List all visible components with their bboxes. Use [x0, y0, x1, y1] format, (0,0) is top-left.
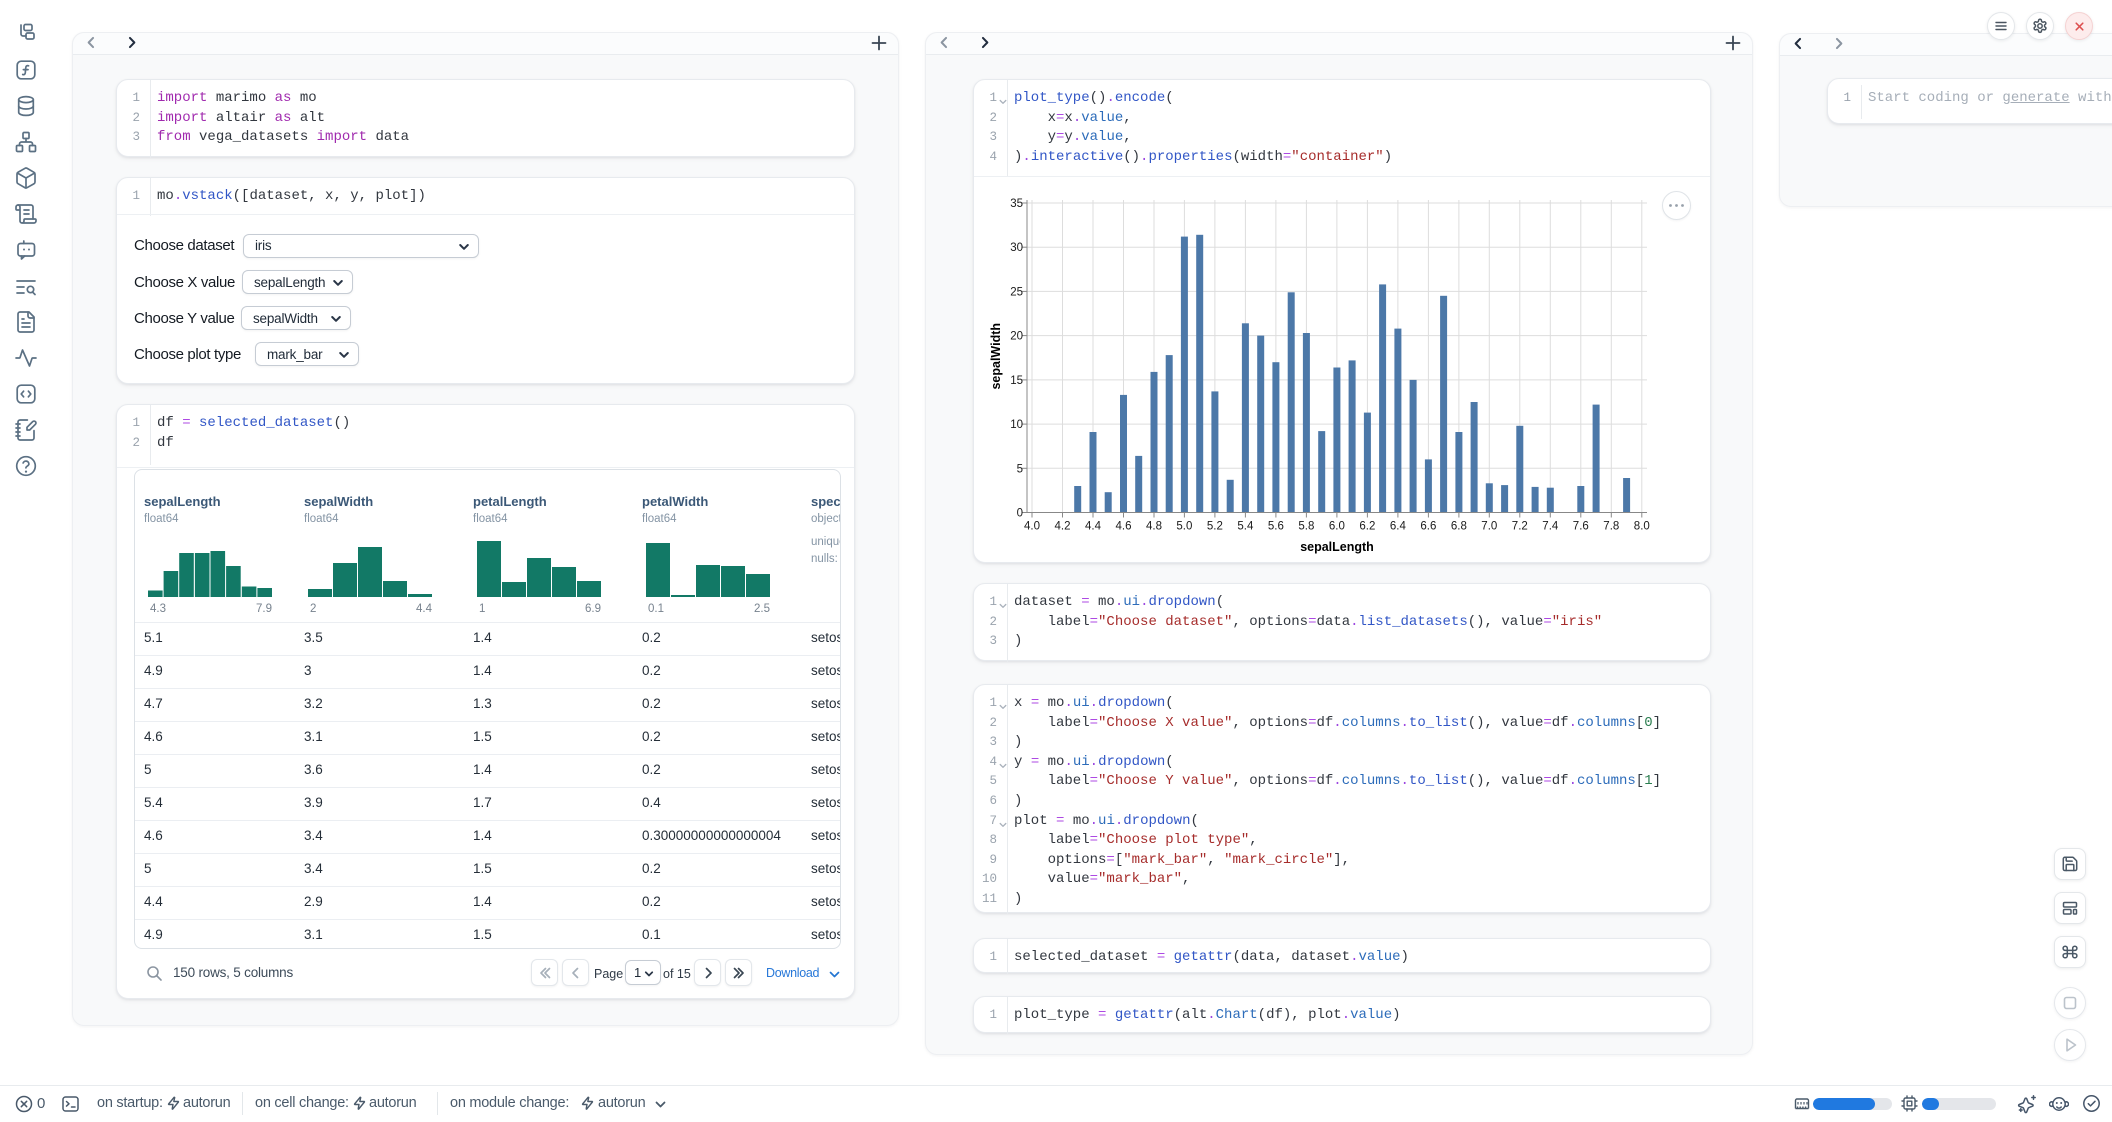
- svg-text:30: 30: [1010, 242, 1023, 254]
- svg-text:20: 20: [1010, 331, 1023, 343]
- svg-text:5.4: 5.4: [1237, 521, 1254, 533]
- svg-text:5.6: 5.6: [1268, 521, 1284, 533]
- svg-text:8.0: 8.0: [1634, 521, 1650, 533]
- svg-text:5.0: 5.0: [1176, 521, 1192, 533]
- svg-text:4.6: 4.6: [1116, 521, 1132, 533]
- svg-text:sepalLength: sepalLength: [1300, 540, 1374, 554]
- svg-text:7.2: 7.2: [1512, 521, 1528, 533]
- svg-text:6.8: 6.8: [1451, 521, 1467, 533]
- svg-text:15: 15: [1010, 375, 1023, 387]
- svg-text:6.6: 6.6: [1420, 521, 1436, 533]
- svg-text:7.4: 7.4: [1542, 521, 1559, 533]
- svg-text:5: 5: [1017, 463, 1023, 475]
- svg-text:0: 0: [1017, 508, 1023, 520]
- svg-text:4.0: 4.0: [1024, 521, 1040, 533]
- svg-text:7.6: 7.6: [1573, 521, 1589, 533]
- svg-text:5.2: 5.2: [1207, 521, 1223, 533]
- svg-text:10: 10: [1010, 419, 1023, 431]
- svg-text:4.8: 4.8: [1146, 521, 1162, 533]
- svg-text:6.0: 6.0: [1329, 521, 1345, 533]
- svg-text:5.8: 5.8: [1298, 521, 1314, 533]
- svg-text:7.8: 7.8: [1603, 521, 1619, 533]
- svg-text:6.2: 6.2: [1359, 521, 1375, 533]
- svg-text:25: 25: [1010, 286, 1023, 298]
- svg-text:sepalWidth: sepalWidth: [989, 323, 1003, 390]
- svg-text:4.2: 4.2: [1055, 521, 1071, 533]
- svg-text:4.4: 4.4: [1085, 521, 1102, 533]
- svg-text:35: 35: [1010, 198, 1023, 210]
- svg-text:6.4: 6.4: [1390, 521, 1407, 533]
- svg-text:7.0: 7.0: [1481, 521, 1497, 533]
